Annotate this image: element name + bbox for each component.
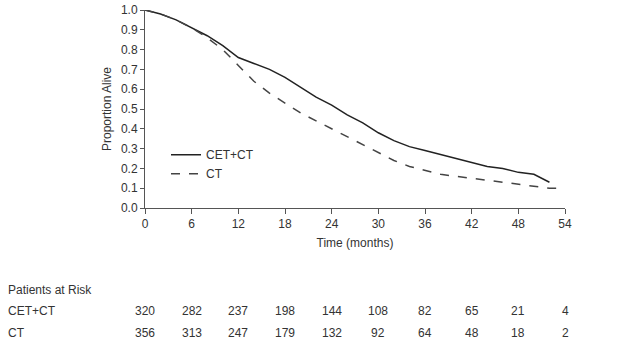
svg-text:21: 21 bbox=[511, 304, 525, 318]
svg-text:18: 18 bbox=[278, 217, 292, 231]
svg-text:0.0: 0.0 bbox=[121, 201, 138, 215]
svg-text:18: 18 bbox=[511, 326, 525, 340]
svg-text:0.4: 0.4 bbox=[121, 122, 138, 136]
svg-text:356: 356 bbox=[135, 326, 155, 340]
svg-text:48: 48 bbox=[465, 326, 479, 340]
svg-text:Proportion Alive: Proportion Alive bbox=[100, 67, 114, 151]
svg-text:CT: CT bbox=[8, 326, 25, 340]
svg-text:92: 92 bbox=[371, 326, 385, 340]
svg-text:237: 237 bbox=[228, 304, 248, 318]
svg-text:179: 179 bbox=[275, 326, 295, 340]
svg-text:247: 247 bbox=[228, 326, 248, 340]
svg-text:82: 82 bbox=[418, 304, 432, 318]
svg-text:0.1: 0.1 bbox=[121, 181, 138, 195]
svg-text:65: 65 bbox=[465, 304, 479, 318]
svg-text:CT: CT bbox=[206, 167, 223, 181]
svg-text:282: 282 bbox=[182, 304, 202, 318]
svg-text:0.3: 0.3 bbox=[121, 142, 138, 156]
svg-text:0.6: 0.6 bbox=[121, 82, 138, 96]
svg-text:0.9: 0.9 bbox=[121, 23, 138, 37]
svg-text:0.7: 0.7 bbox=[121, 63, 138, 77]
svg-text:4: 4 bbox=[562, 304, 569, 318]
svg-text:48: 48 bbox=[512, 217, 526, 231]
svg-text:24: 24 bbox=[325, 217, 339, 231]
svg-text:313: 313 bbox=[182, 326, 202, 340]
svg-text:2: 2 bbox=[562, 326, 569, 340]
svg-text:0.2: 0.2 bbox=[121, 162, 138, 176]
svg-text:42: 42 bbox=[465, 217, 479, 231]
svg-text:0.5: 0.5 bbox=[121, 102, 138, 116]
svg-text:132: 132 bbox=[322, 326, 342, 340]
svg-text:64: 64 bbox=[418, 326, 432, 340]
svg-text:144: 144 bbox=[322, 304, 342, 318]
svg-text:36: 36 bbox=[418, 217, 432, 231]
svg-text:CET+CT: CET+CT bbox=[8, 304, 56, 318]
svg-text:1.0: 1.0 bbox=[121, 3, 138, 17]
svg-text:6: 6 bbox=[188, 217, 195, 231]
svg-text:0: 0 bbox=[142, 217, 149, 231]
svg-text:30: 30 bbox=[372, 217, 386, 231]
svg-text:Patients at Risk: Patients at Risk bbox=[8, 283, 92, 297]
svg-text:CET+CT: CET+CT bbox=[206, 148, 254, 162]
svg-text:Time (months): Time (months) bbox=[317, 236, 394, 250]
svg-text:54: 54 bbox=[558, 217, 572, 231]
svg-text:12: 12 bbox=[232, 217, 246, 231]
svg-text:108: 108 bbox=[368, 304, 388, 318]
svg-text:0.8: 0.8 bbox=[121, 43, 138, 57]
svg-text:320: 320 bbox=[135, 304, 155, 318]
svg-text:198: 198 bbox=[275, 304, 295, 318]
